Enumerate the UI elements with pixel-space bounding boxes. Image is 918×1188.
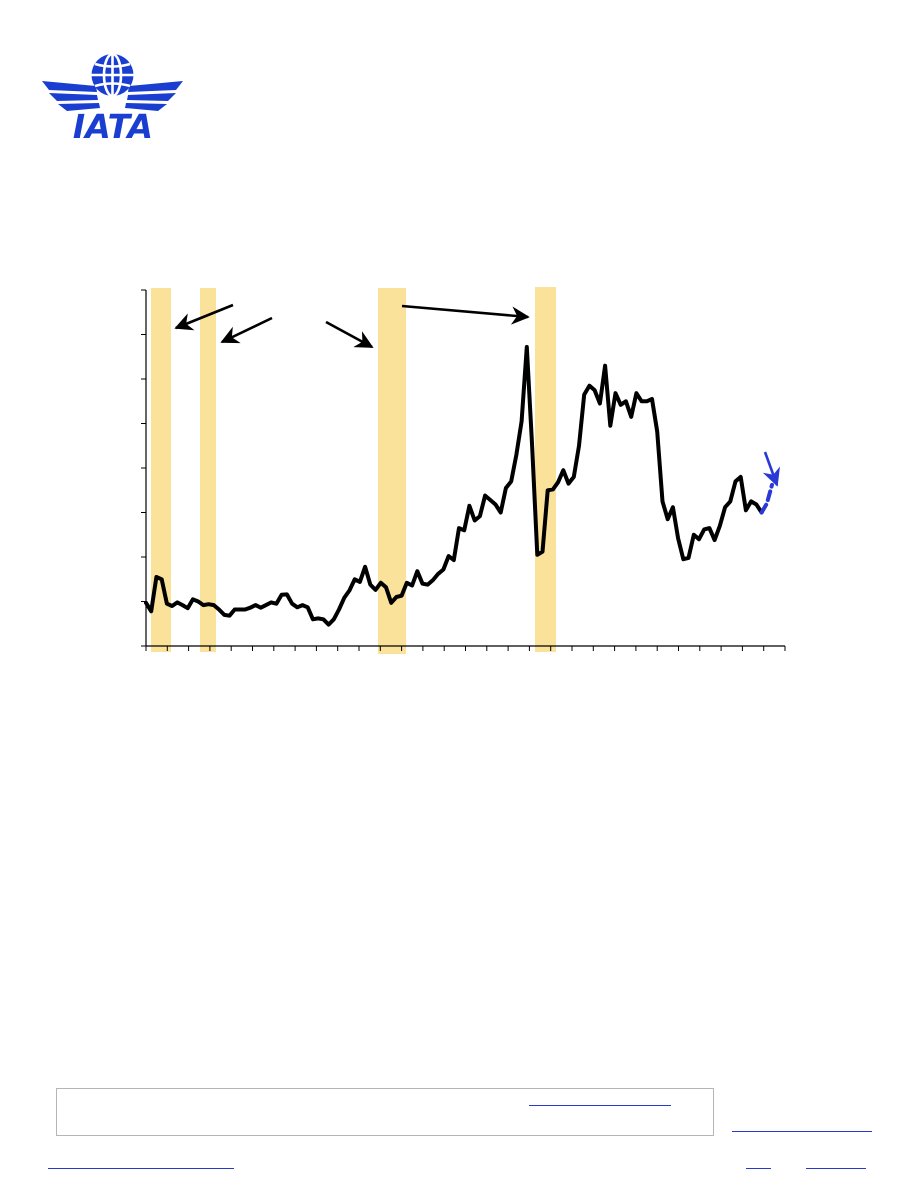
arrow-recession-4 bbox=[401, 304, 530, 325]
recession-band-1 bbox=[151, 288, 171, 652]
logo-wings bbox=[42, 81, 183, 111]
series-line bbox=[144, 345, 764, 627]
iata-logo: IATA bbox=[42, 52, 183, 145]
recession-bands bbox=[151, 287, 556, 654]
footer-box-link[interactable] bbox=[529, 1105, 671, 1106]
annotation-arrows bbox=[174, 303, 780, 487]
arrow-forecast bbox=[762, 451, 780, 487]
logo-globe bbox=[91, 52, 134, 98]
arrow-recession-1 bbox=[174, 303, 234, 331]
footer-link-small[interactable] bbox=[746, 1168, 771, 1169]
logo-text: IATA bbox=[73, 107, 153, 145]
arrow-recession-3 bbox=[325, 320, 374, 349]
footer-note-box bbox=[56, 1088, 714, 1136]
recession-band-4 bbox=[535, 287, 556, 652]
footer-link-right[interactable] bbox=[732, 1131, 872, 1132]
recession-band-2 bbox=[200, 288, 216, 652]
chart-series bbox=[144, 345, 774, 627]
footer-link-end[interactable] bbox=[806, 1168, 866, 1169]
line-chart bbox=[141, 287, 786, 654]
chart-axes bbox=[141, 289, 786, 651]
forecast-line bbox=[759, 482, 774, 515]
footer-link-left[interactable] bbox=[48, 1168, 234, 1169]
arrow-recession-2 bbox=[220, 316, 273, 344]
